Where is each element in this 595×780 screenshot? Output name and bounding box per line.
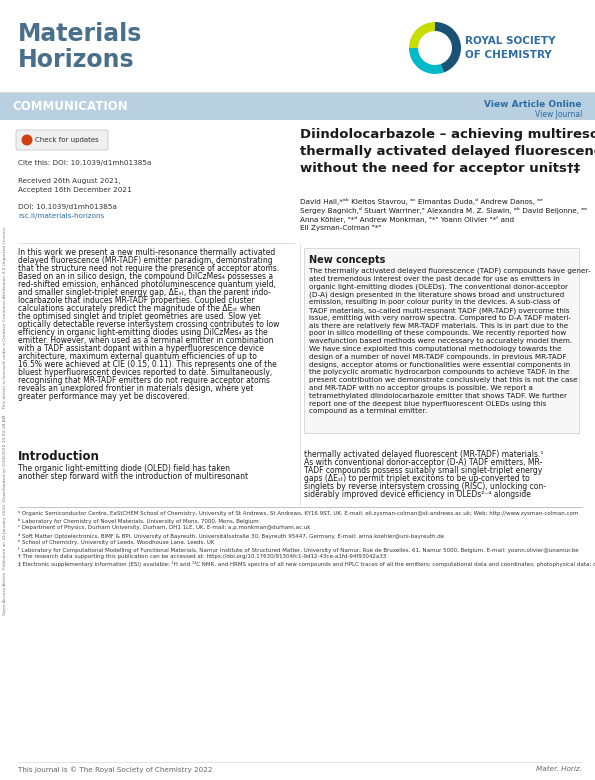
- Text: As with conventional donor-acceptor (D-A) TADF emitters, MR-: As with conventional donor-acceptor (D-A…: [304, 458, 543, 467]
- Text: Cite this: DOI: 10.1039/d1mh01385a: Cite this: DOI: 10.1039/d1mh01385a: [18, 160, 151, 166]
- Text: bluest hyperfluorescent devices reported to date. Simultaneously,: bluest hyperfluorescent devices reported…: [18, 368, 273, 377]
- Wedge shape: [409, 48, 444, 74]
- Circle shape: [21, 134, 33, 146]
- Text: another step forward with the introduction of multiresonant: another step forward with the introducti…: [18, 472, 248, 481]
- Text: ᵉ School of Chemistry, University of Leeds, Woodhouse Lane, Leeds, UK: ᵉ School of Chemistry, University of Lee…: [18, 540, 214, 544]
- FancyBboxPatch shape: [304, 248, 579, 433]
- Text: COMMUNICATION: COMMUNICATION: [12, 100, 128, 113]
- Wedge shape: [409, 22, 435, 48]
- Text: Based on an in silico design, the compound DilCzMes₄ possesses a: Based on an in silico design, the compou…: [18, 272, 273, 281]
- Text: emitter. However, when used as a terminal emitter in combination: emitter. However, when used as a termina…: [18, 336, 274, 345]
- Text: ᶜ Department of Physics, Durham University, Durham, DH1 1LE, UK. E-mail: a.p.mon: ᶜ Department of Physics, Durham Universi…: [18, 526, 311, 530]
- Text: ᵃ Organic Semiconductor Centre, EaStCHEM School of Chemistry, University of St A: ᵃ Organic Semiconductor Centre, EaStCHEM…: [18, 511, 578, 516]
- Text: red-shifted emission, enhanced photoluminescence quantum yield,: red-shifted emission, enhanced photolumi…: [18, 280, 276, 289]
- Text: designs, acceptor atoms or functionalities were essential components in: designs, acceptor atoms or functionaliti…: [309, 362, 571, 367]
- Text: siderably improved device efficiency in OLEDs²⁻⁴ alongside: siderably improved device efficiency in …: [304, 490, 531, 499]
- Text: Materials: Materials: [18, 22, 142, 46]
- FancyBboxPatch shape: [0, 93, 595, 120]
- Text: View Article Online: View Article Online: [484, 100, 582, 109]
- Text: with a TADF assistant dopant within a hyperfluorescence device: with a TADF assistant dopant within a hy…: [18, 344, 264, 353]
- Text: architecture, maximum external quantum efficiencies of up to: architecture, maximum external quantum e…: [18, 352, 257, 361]
- Text: issue, emitting with very narrow spectra. Compared to D-A TADF materi-: issue, emitting with very narrow spectra…: [309, 315, 571, 321]
- Text: wavefunction based methods were necessary to accurately model them.: wavefunction based methods were necessar…: [309, 339, 572, 344]
- Text: design of a number of novel MR-TADF compounds. In previous MR-TADF: design of a number of novel MR-TADF comp…: [309, 354, 566, 360]
- Text: The thermally activated delayed fluorescence (TADF) compounds have gener-: The thermally activated delayed fluoresc…: [309, 268, 591, 275]
- Text: Introduction: Introduction: [18, 450, 100, 463]
- Text: Diindolocarbazole – achieving multiresonant
thermally activated delayed fluoresc: Diindolocarbazole – achieving multireson…: [300, 128, 595, 175]
- Text: ated tremendous interest over the past decade for use as emitters in: ated tremendous interest over the past d…: [309, 276, 560, 282]
- Text: In this work we present a new multi-resonance thermally activated: In this work we present a new multi-reso…: [18, 248, 275, 257]
- Text: Eli Zysman-Colman ᵃ*ᵃ: Eli Zysman-Colman ᵃ*ᵃ: [300, 225, 381, 231]
- Text: We have since exploited this computational methodology towards the: We have since exploited this computation…: [309, 346, 562, 352]
- Text: Sergey Bagnich,ᵈ Stuart Warriner,ᵉ Alexandra M. Z. Slawin, ᵃᵇ David Beljonne, ᵃᵃ: Sergey Bagnich,ᵈ Stuart Warriner,ᵉ Alexa…: [300, 207, 587, 214]
- Text: 16.5% were achieved at CIE (0.15, 0.11). This represents one of the: 16.5% were achieved at CIE (0.15, 0.11).…: [18, 360, 277, 369]
- Text: report one of the deepest blue hyperfluorescent OLEDs using this: report one of the deepest blue hyperfluo…: [309, 401, 546, 406]
- Text: thermally activated delayed fluorescent (MR-TADF) materials.¹: thermally activated delayed fluorescent …: [304, 450, 543, 459]
- Text: (D-A) design presented in the literature shows broad and unstructured: (D-A) design presented in the literature…: [309, 292, 564, 298]
- Text: TADF compounds possess suitably small singlet-triplet energy: TADF compounds possess suitably small si…: [304, 466, 542, 475]
- Text: The organic light-emitting diode (OLED) field has taken: The organic light-emitting diode (OLED) …: [18, 464, 230, 473]
- Text: greater performance may yet be discovered.: greater performance may yet be discovere…: [18, 392, 190, 401]
- Text: DOI: 10.1039/d1mh01385a: DOI: 10.1039/d1mh01385a: [18, 204, 117, 210]
- Text: the polycyclic aromatic hydrocarbon compounds to achieve TADF. In the: the polycyclic aromatic hydrocarbon comp…: [309, 370, 569, 375]
- Text: reveals an unexplored frontier in materials design, where yet: reveals an unexplored frontier in materi…: [18, 384, 253, 393]
- Text: TADF materials, so-called multi-resonant TADF (MR-TADF) overcome this: TADF materials, so-called multi-resonant…: [309, 307, 569, 314]
- FancyBboxPatch shape: [16, 130, 108, 150]
- Text: This journal is © The Royal Society of Chemistry 2022: This journal is © The Royal Society of C…: [18, 766, 212, 773]
- Text: ‡ Electronic supplementary information (ESI) available: ¹H and ¹³C NMR, and HRMS: ‡ Electronic supplementary information (…: [18, 562, 595, 567]
- Text: Received 26th August 2021,: Received 26th August 2021,: [18, 178, 121, 184]
- Text: and MR-TADF with no acceptor groups is possible. We report a: and MR-TADF with no acceptor groups is p…: [309, 385, 533, 391]
- Text: singlets by reverse intersystem crossing (RISC), unlocking con-: singlets by reverse intersystem crossing…: [304, 482, 546, 491]
- Text: locarbazole that induces MR-TADF properties. Coupled cluster: locarbazole that induces MR-TADF propert…: [18, 296, 255, 305]
- Text: New concepts: New concepts: [309, 255, 386, 265]
- Text: Anna Köhler, ᵃ*ᵈ Andrew Monkman, ᵃ*ᵉ Yoann Olivier ᵃ*ᶠ and: Anna Köhler, ᵃ*ᵈ Andrew Monkman, ᵃ*ᵉ Yoa…: [300, 216, 514, 223]
- Text: recognising that MR-TADF emitters do not require acceptor atoms: recognising that MR-TADF emitters do not…: [18, 376, 270, 385]
- Text: organic light-emitting diodes (OLEDs). The conventional donor-acceptor: organic light-emitting diodes (OLEDs). T…: [309, 284, 568, 290]
- Text: efficiency in organic light-emitting diodes using DilCzMes₄ as the: efficiency in organic light-emitting dio…: [18, 328, 268, 337]
- Text: tetramethylated diindolocarbazole emitter that shows TADF. We further: tetramethylated diindolocarbazole emitte…: [309, 393, 567, 399]
- Text: ᶠ Laboratory for Computational Modelling of Functional Materials, Namur Institut: ᶠ Laboratory for Computational Modelling…: [18, 547, 578, 553]
- Text: and smaller singlet-triplet energy gap, ΔEₛₜ, than the parent indo-: and smaller singlet-triplet energy gap, …: [18, 288, 271, 297]
- Text: emission, resulting in poor colour purity in the devices. A sub-class of: emission, resulting in poor colour purit…: [309, 300, 560, 305]
- Text: optically detectable reverse intersystem crossing contributes to low: optically detectable reverse intersystem…: [18, 320, 280, 329]
- Text: compound as a terminal emitter.: compound as a terminal emitter.: [309, 409, 427, 414]
- Text: † The research data supporting this publication can be accessed at: https://doi.: † The research data supporting this publ…: [18, 555, 386, 559]
- Text: Horizons: Horizons: [18, 48, 134, 72]
- Text: Mater. Horiz.: Mater. Horiz.: [536, 766, 582, 772]
- Text: the optimised singlet and triplet geometries are used. Slow yet: the optimised singlet and triplet geomet…: [18, 312, 261, 321]
- Text: als there are relatively few MR-TADF materials. This is in part due to the: als there are relatively few MR-TADF mat…: [309, 323, 568, 328]
- Text: OF CHEMISTRY: OF CHEMISTRY: [465, 50, 552, 60]
- Text: that the structure need not require the presence of acceptor atoms.: that the structure need not require the …: [18, 264, 279, 273]
- Text: calculations accurately predict the magnitude of the ΔEₛₜ when: calculations accurately predict the magn…: [18, 304, 261, 313]
- Text: rsc.li/materials-horizons: rsc.li/materials-horizons: [18, 213, 104, 219]
- Text: David Hall,*ᵃᵇ Kleitos Stavrou, ᵃᶜ Eimantas Duda,ᵈ Andrew Danos, ᵃᵉ: David Hall,*ᵃᵇ Kleitos Stavrou, ᵃᶜ Eiman…: [300, 198, 543, 205]
- Text: ᵇ Laboratory for Chemistry of Novel Materials, University of Mons, 7000, Mons, B: ᵇ Laboratory for Chemistry of Novel Mate…: [18, 518, 259, 524]
- Text: View Journal: View Journal: [535, 110, 582, 119]
- Text: Accepted 16th December 2021: Accepted 16th December 2021: [18, 187, 131, 193]
- Text: Check for updates: Check for updates: [35, 137, 99, 143]
- Wedge shape: [435, 22, 461, 73]
- Text: Open Access Article. Published on 24 January 2022. Downloaded on 2/18/2022 10:03: Open Access Article. Published on 24 Jan…: [3, 225, 7, 615]
- Text: gaps (ΔEₛₜ) to permit triplet excitons to be up-converted to: gaps (ΔEₛₜ) to permit triplet excitons t…: [304, 474, 530, 483]
- Text: ᵈ Soft Matter Optoelectronics, BIMF & BPI, University of Bayreuth, Universitätss: ᵈ Soft Matter Optoelectronics, BIMF & BP…: [18, 533, 444, 539]
- Text: delayed fluorescence (MR-TADF) emitter paradigm, demonstrating: delayed fluorescence (MR-TADF) emitter p…: [18, 256, 273, 265]
- Text: ROYAL SOCIETY: ROYAL SOCIETY: [465, 36, 556, 46]
- Text: present contribution we demonstrate conclusively that this is not the case: present contribution we demonstrate conc…: [309, 378, 578, 383]
- Text: poor in silico modelling of these compounds. We recently reported how: poor in silico modelling of these compou…: [309, 331, 566, 336]
